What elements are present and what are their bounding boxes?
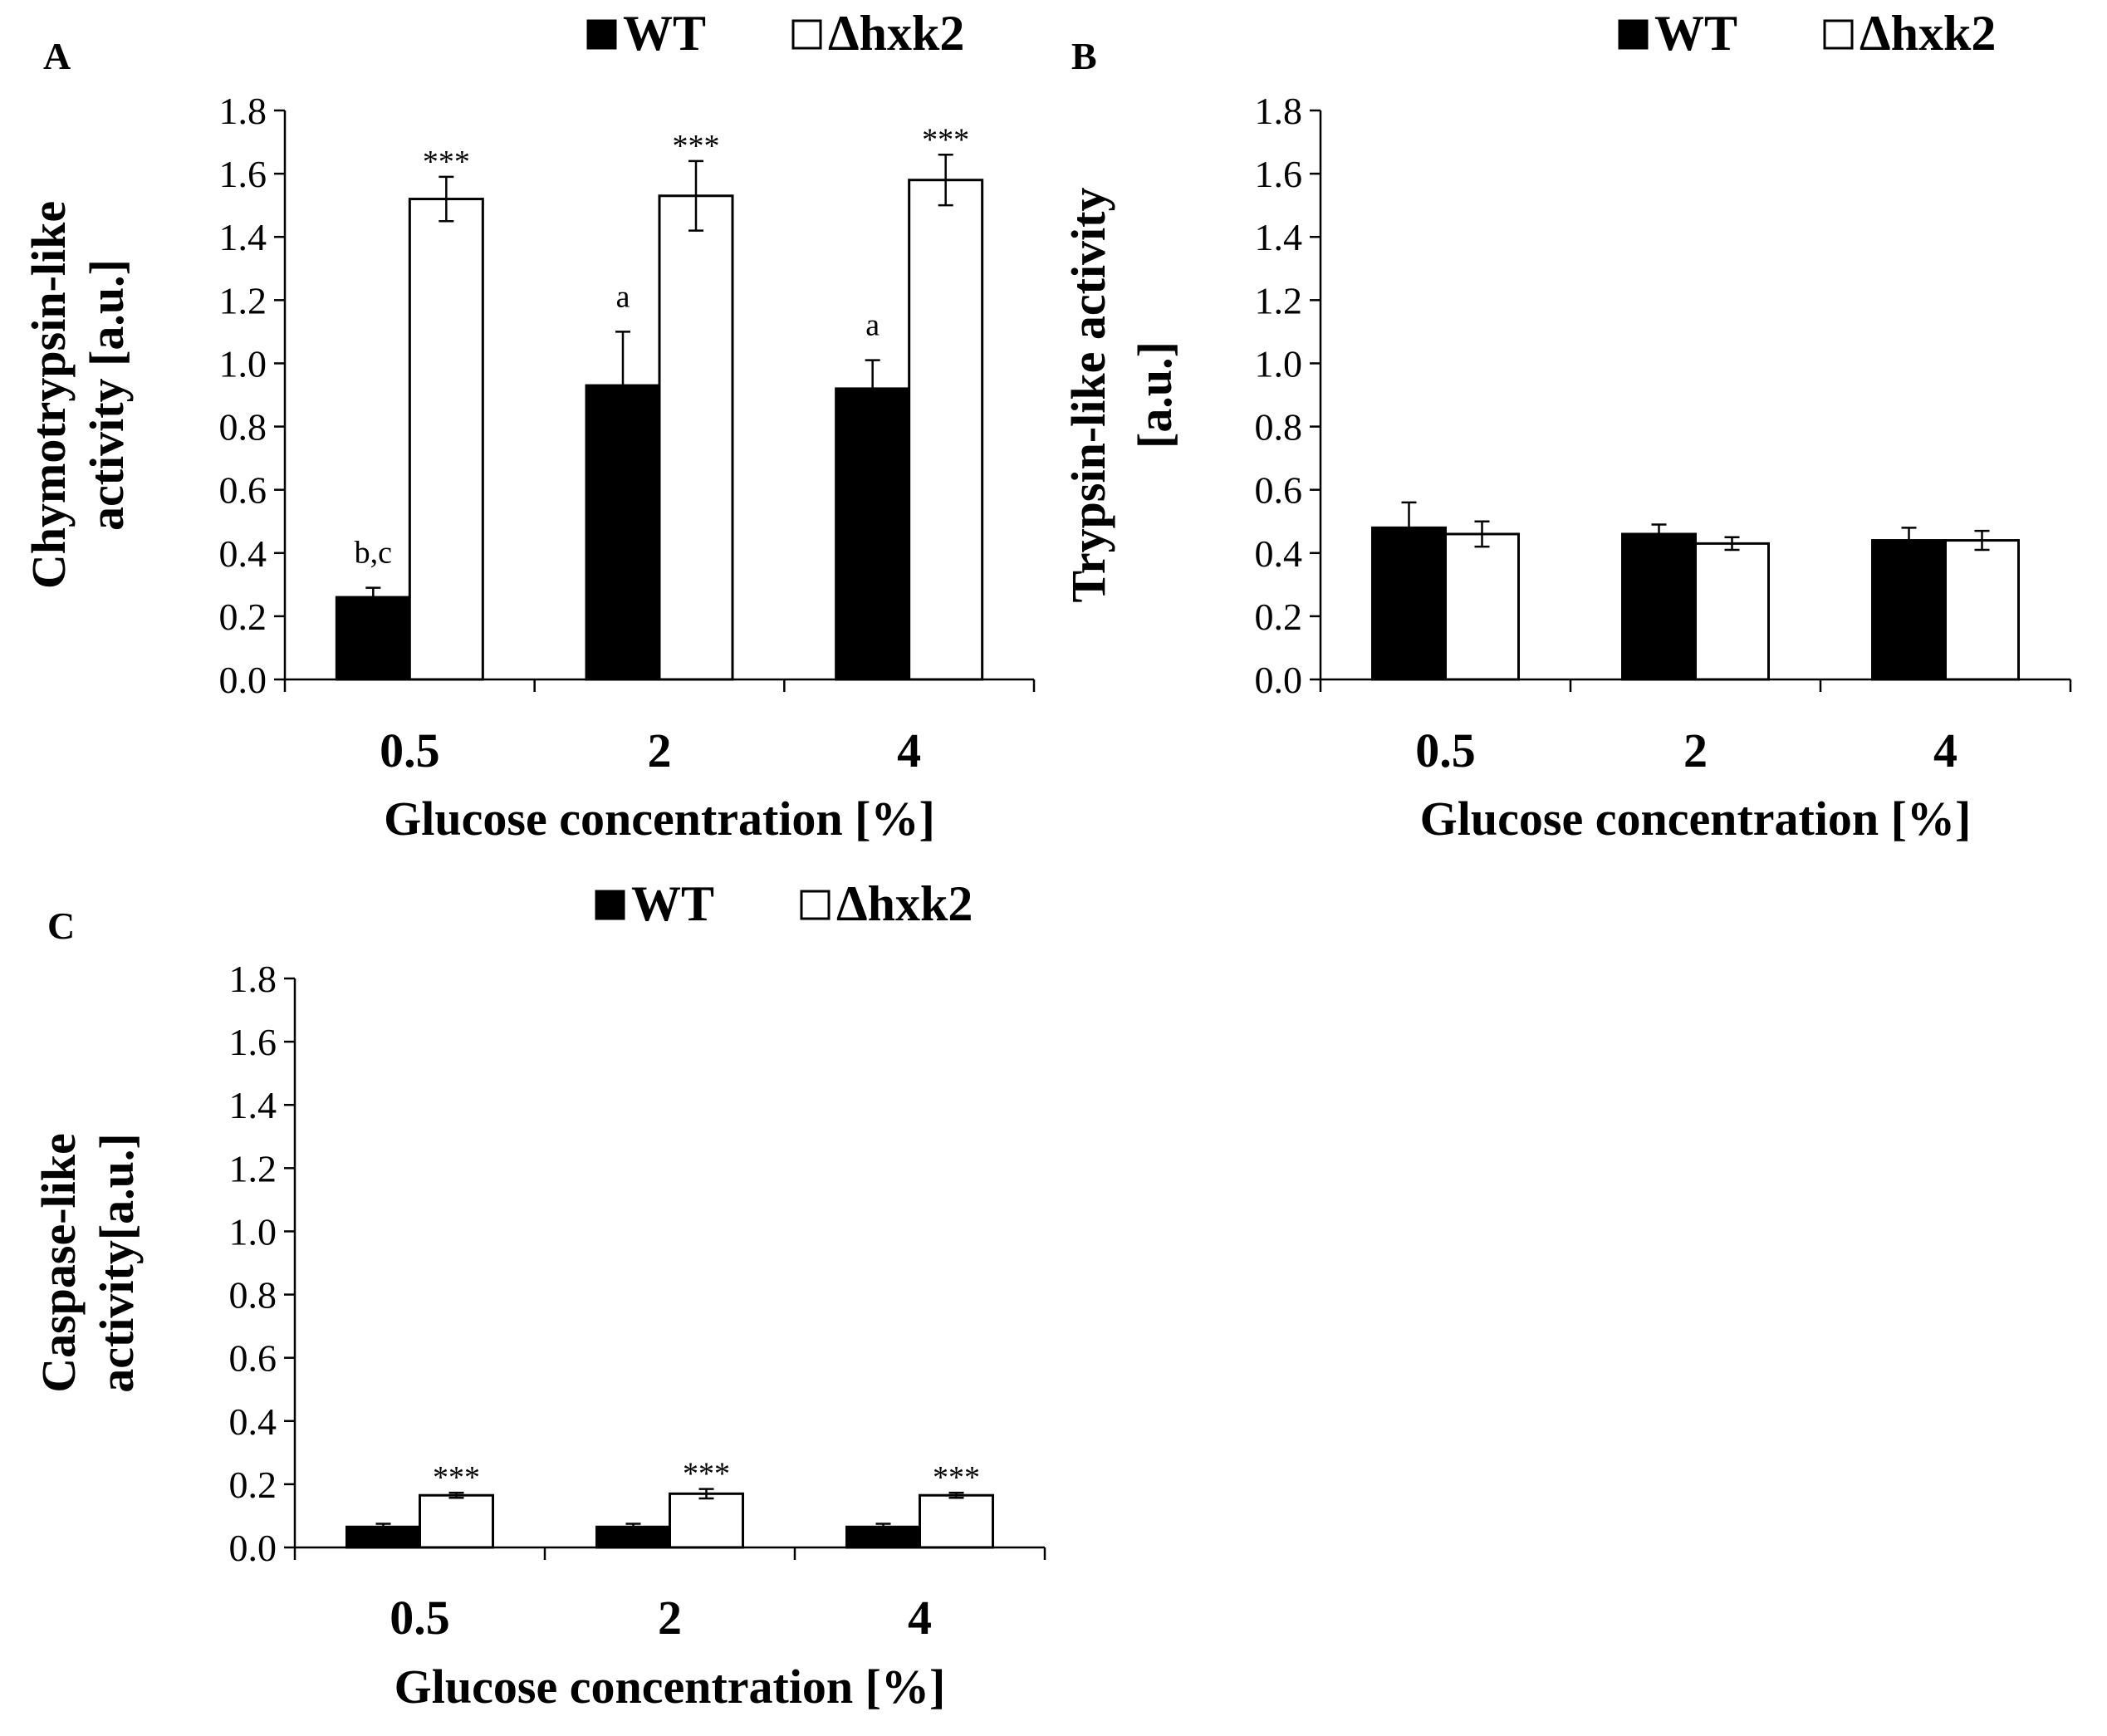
bar-hxk2 (908, 179, 984, 681)
y-axis-title: Caspase-like (32, 1133, 86, 1393)
x-category-label: 0.5 (1415, 723, 1476, 777)
x-category-label: 2 (648, 723, 672, 777)
x-category-label: 0.5 (380, 723, 440, 777)
significance-label: *** (922, 122, 969, 157)
bar-hxk2 (1444, 532, 1520, 681)
y-tick-label: 1.0 (1255, 342, 1303, 385)
x-category-label: 0.5 (390, 1591, 450, 1645)
legend-label: WT (631, 876, 714, 931)
bar-hxk2 (408, 198, 484, 681)
y-axis-title: [a.u.] (1128, 341, 1182, 449)
y-tick-label: 1.2 (219, 279, 267, 321)
chart-panel-c: C WT Δhxk2 0.0 0.2 0.4 0.6 0.8 1.0 1.2 1.4 1.6 1.8 **… (32, 876, 1046, 1714)
legend-swatch (791, 19, 822, 50)
bar-hxk2 (1694, 542, 1770, 681)
y-tick-label: 1.4 (219, 216, 267, 258)
y-tick-label: 0.4 (219, 532, 267, 575)
chart-panel-b: B WT Δhxk2 0.0 0.2 0.4 0.6 0.8 1.0 1.2 1.4 1.6 1.8 0.… (1061, 6, 2072, 846)
legend-swatch (1618, 19, 1649, 50)
y-tick-label: 1.0 (219, 342, 267, 385)
y-tick-label: 1.6 (1255, 153, 1303, 195)
legend-label: WT (623, 6, 706, 61)
x-axis-title: Glucose concentration [%] (394, 1660, 946, 1714)
y-tick-label: 0.0 (229, 1527, 277, 1569)
significance-label: a (616, 279, 630, 314)
chart-panel-a: A WT Δhxk2 0.0 0.2 0.4 0.6 0.8 1.0 1.2 1.4 1.6 1.8 b,… (22, 6, 1036, 846)
y-tick-label: 1.2 (229, 1147, 277, 1189)
legend-swatch (1823, 19, 1854, 50)
bar-hxk2 (658, 194, 734, 681)
x-axis-title: Glucose concentration [%] (1420, 792, 1972, 846)
y-axis-title: Chymotrypsin-like (22, 201, 76, 589)
bar-wt (595, 1525, 671, 1549)
y-tick-label: 0.8 (1255, 406, 1303, 449)
significance-label: a (865, 308, 880, 343)
y-tick-label: 0.6 (1255, 469, 1303, 512)
panel-letter: A (43, 35, 71, 77)
x-category-label: 2 (658, 1591, 682, 1645)
bar-wt (1871, 539, 1947, 681)
bar-wt (845, 1525, 921, 1549)
x-category-label: 4 (897, 723, 921, 777)
y-tick-label: 0.0 (219, 659, 267, 701)
legend-label: Δhxk2 (828, 6, 964, 61)
bar-hxk2 (1944, 539, 2020, 681)
legend-swatch (800, 890, 831, 920)
bar-wt (835, 387, 911, 681)
y-tick-label: 1.4 (229, 1084, 277, 1126)
y-tick-label: 0.6 (229, 1337, 277, 1380)
y-tick-label: 0.4 (1255, 532, 1303, 575)
y-tick-label: 1.8 (219, 90, 267, 132)
y-tick-label: 0.2 (1255, 596, 1303, 638)
y-tick-label: 0.2 (219, 596, 267, 638)
y-tick-label: 0.0 (1255, 659, 1303, 701)
y-tick-label: 1.4 (1255, 216, 1303, 258)
bar-hxk2 (419, 1493, 494, 1549)
x-category-label: 4 (1933, 723, 1958, 777)
bar-hxk2 (919, 1493, 994, 1549)
y-tick-label: 1.8 (1255, 90, 1303, 132)
y-tick-label: 1.0 (229, 1210, 277, 1253)
bar-hxk2 (669, 1492, 744, 1549)
significance-label: *** (423, 145, 470, 179)
bar-wt (585, 384, 661, 681)
bar-wt (345, 1525, 421, 1549)
significance-label: *** (933, 1460, 980, 1495)
panel-letter: B (1071, 35, 1097, 77)
y-tick-label: 1.6 (219, 153, 267, 195)
y-axis-title: Trypsin-like activity (1061, 188, 1115, 603)
bar-wt (1371, 526, 1447, 681)
y-tick-label: 0.6 (219, 469, 267, 512)
x-axis-title: Glucose concentration [%] (384, 792, 935, 846)
significance-label: *** (433, 1460, 480, 1495)
bar-wt (335, 596, 411, 681)
legend-swatch (595, 890, 625, 920)
significance-label: *** (673, 129, 720, 164)
x-category-label: 4 (908, 1591, 932, 1645)
bar-wt (1621, 532, 1697, 681)
y-tick-label: 1.2 (1255, 279, 1303, 321)
y-axis-title: activity [a.u.] (80, 259, 134, 531)
x-category-label: 2 (1683, 723, 1708, 777)
legend-label: WT (1654, 6, 1737, 61)
y-tick-label: 0.4 (229, 1400, 277, 1443)
y-tick-label: 1.6 (229, 1021, 277, 1063)
panel-letter: C (47, 905, 75, 947)
y-tick-label: 0.2 (229, 1464, 277, 1506)
legend-label: Δhxk2 (1860, 6, 1996, 61)
significance-label: b,c (355, 536, 392, 571)
y-tick-label: 0.8 (219, 406, 267, 449)
legend-label: Δhxk2 (836, 876, 973, 931)
y-tick-label: 0.8 (229, 1274, 277, 1317)
y-axis-title: activity[a.u.] (90, 1133, 144, 1393)
y-tick-label: 1.8 (229, 958, 277, 1000)
legend-swatch (586, 19, 617, 50)
significance-label: *** (683, 1457, 730, 1492)
